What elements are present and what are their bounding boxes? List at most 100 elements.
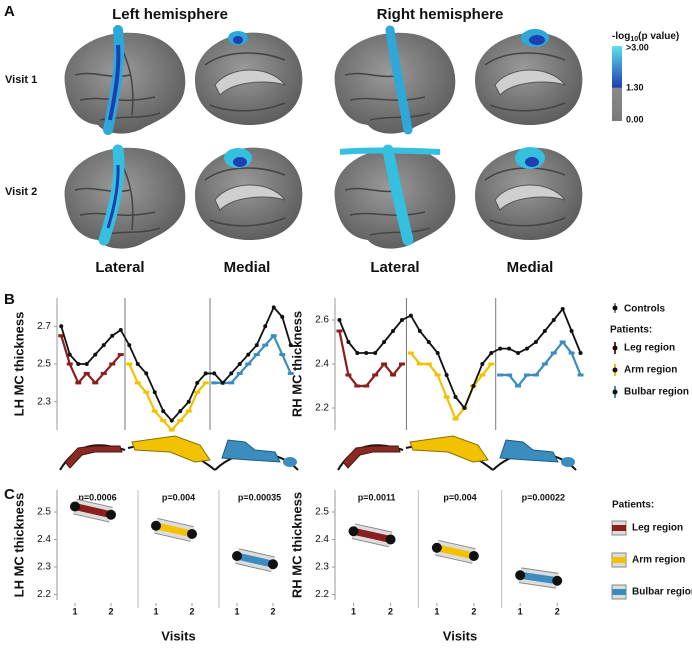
series-line [519,571,558,585]
y-axis-label: RH MC thickness [289,311,304,417]
point [203,371,208,376]
series-line [214,333,292,384]
p-value: p=0.00022 [522,492,565,502]
y-tick-label: 2.5 [315,507,329,518]
p-value: p=0.0006 [78,492,116,502]
y-tick-label: 2.2 [315,589,329,600]
point [271,305,276,310]
point [100,371,107,375]
point [143,390,150,394]
point [382,340,387,344]
y-tick-label: 2.6 [315,315,329,326]
point [462,406,467,410]
point [426,340,431,344]
point [126,362,133,366]
legend-marker [612,345,618,351]
view-label: Lateral [370,259,419,276]
point [471,384,476,388]
y-axis-label: LH MC thickness [11,312,26,417]
series-line [436,544,475,560]
point [178,409,183,414]
point [202,381,209,385]
x-tick-label: 2 [189,606,194,616]
panel-label: C [4,486,15,503]
point [552,575,563,586]
y-tick-label: 2.2 [315,403,329,414]
y-axis-label: LH MC thickness [11,493,26,598]
point [443,395,450,399]
point [263,324,268,329]
y-tick-label: 2.5 [37,507,51,518]
x-tick-label: 1 [518,606,523,616]
point [236,371,243,375]
point [75,381,82,385]
panel-label: A [4,3,15,20]
point [337,318,342,322]
point [577,373,584,377]
point [435,351,440,355]
point [152,390,157,395]
p-value: p=0.00035 [238,492,281,502]
point [76,362,81,366]
y-tick-label: 2.3 [37,562,51,573]
point [452,417,459,421]
point [229,371,234,376]
series-line [60,335,122,385]
x-tick-label: 2 [108,606,113,616]
legend-marker [612,589,626,595]
point [515,384,522,388]
point [336,329,343,333]
point [92,381,99,385]
point [425,362,432,366]
point [578,351,583,355]
point [101,343,106,348]
point [468,551,479,561]
point [211,381,218,385]
x-tick-label: 1 [234,606,239,616]
point [253,353,260,357]
point [84,362,89,366]
point [117,353,124,357]
point [118,328,123,333]
point [559,340,566,344]
point [568,351,575,355]
y-tick-label: 2.2 [37,589,51,600]
legend-label: Leg region [632,523,683,534]
point [58,334,65,338]
point [542,329,547,333]
point [498,346,503,351]
point [237,362,242,366]
point [151,520,161,531]
point [66,362,73,366]
point [506,373,513,377]
point [106,509,116,520]
x-axis-label: Visits [443,628,477,643]
point [168,428,175,432]
series-line [236,552,274,568]
x-tick-label: 1 [434,606,439,616]
view-label: Lateral [95,259,144,276]
point [560,307,565,311]
point [245,362,252,366]
x-tick-label: 1 [351,606,356,616]
point [444,373,449,377]
point [110,333,115,338]
x-axis-label: Visits [161,628,195,643]
point [488,362,495,366]
hemisphere-title: Left hemisphere [112,6,228,23]
point [515,570,526,581]
point [431,542,442,553]
series-line [60,305,292,422]
series-line [500,340,582,388]
colorbar-label: 0.00 [626,114,644,124]
legend-marker [612,557,626,563]
series-line [338,330,403,388]
point [453,395,458,399]
point [523,373,530,377]
point [151,409,158,413]
series-line [155,522,193,538]
view-label: Medial [507,259,554,276]
legend-label: Bulbar region [624,387,689,398]
point [287,371,294,375]
